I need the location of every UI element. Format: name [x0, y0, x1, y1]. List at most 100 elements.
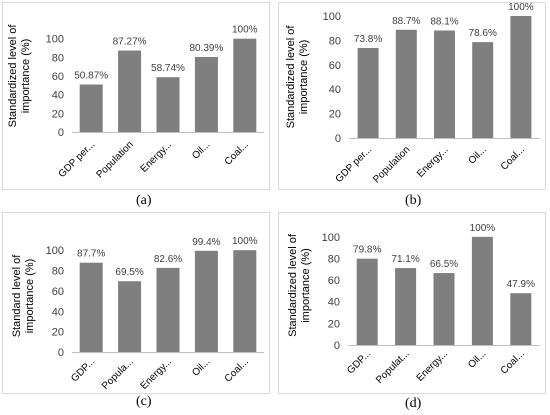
- chart-panel-a: 0 20 40 60 80 100 Standardized level ofimporta…: [2, 2, 270, 190]
- chart-d-frame: [278, 212, 546, 394]
- y-axis-label: Standard level ofimportance (%): [11, 254, 36, 337]
- chart-b-frame: [278, 2, 546, 190]
- data-label: 47.9%: [507, 279, 535, 290]
- y-tick-label: 0: [58, 127, 64, 139]
- y-tick-label: 100: [46, 34, 64, 46]
- data-label: 58.74%: [151, 63, 185, 74]
- category-label: GDP per...: [334, 144, 375, 185]
- y-tick-label: 80: [328, 253, 340, 265]
- data-label: 66.5%: [430, 259, 458, 270]
- chart-panel-d: 0 20 40 60 80 100 Standardized level ofimporta…: [278, 212, 546, 394]
- bar-d-2: [395, 268, 417, 345]
- data-label: 100%: [232, 25, 258, 36]
- category-label: Oil...: [466, 348, 488, 370]
- category-label: Energy...: [415, 144, 451, 180]
- bar-c-5: [233, 250, 257, 352]
- y-tick-label: 100: [323, 11, 341, 23]
- bar-c-3: [156, 267, 180, 352]
- bar-a-5: [233, 38, 257, 132]
- y-axis-label: Standardized level ofimportance (%): [285, 25, 310, 129]
- caption-b: (b): [405, 193, 422, 208]
- category-label: Coal...: [223, 139, 251, 167]
- y-tick-label: 0: [58, 347, 64, 359]
- data-label: 79.8%: [353, 245, 381, 256]
- data-label: 69.5%: [115, 267, 143, 278]
- chart-c-svg: 0 20 40 60 80 100 Standard level ofimportance …: [2, 212, 270, 394]
- y-tick-label: 0: [335, 133, 341, 145]
- y-tick-label: 40: [329, 84, 341, 96]
- caption-a: (a): [136, 193, 152, 208]
- y-tick-label: 20: [52, 108, 64, 120]
- chart-d-svg: 0 20 40 60 80 100 Standardized level ofimporta…: [278, 212, 546, 394]
- data-label: 88.1%: [430, 17, 458, 28]
- bar-a-4: [194, 56, 218, 133]
- bar-b-1: [357, 47, 379, 138]
- data-label: 80.39%: [189, 43, 223, 54]
- y-tick-label: 60: [328, 275, 340, 287]
- bar-b-2: [395, 29, 417, 139]
- category-label: Oil...: [190, 356, 212, 378]
- chart-a-frame: [2, 2, 270, 190]
- chart-c-frame: [2, 212, 270, 394]
- data-label: 87.27%: [113, 37, 147, 48]
- bar-c-4: [194, 250, 218, 352]
- bar-d-4: [471, 236, 493, 345]
- y-tick-label: 40: [52, 90, 64, 102]
- y-tick-label: 60: [52, 71, 64, 83]
- data-label: 100%: [470, 223, 496, 234]
- data-label: 87.7%: [77, 249, 105, 260]
- chart-panel-c: 0 20 40 60 80 100 Standard level ofimportance …: [2, 212, 270, 394]
- y-tick-label: 40: [52, 306, 64, 318]
- y-tick-label: 100: [46, 245, 64, 257]
- category-label: Populat...: [374, 348, 412, 386]
- y-tick-label: 100: [322, 232, 340, 244]
- bar-a-3: [156, 77, 180, 132]
- category-label: GDP per...: [57, 139, 98, 180]
- y-tick-label: 40: [328, 297, 340, 309]
- category-label: Popula...: [100, 356, 136, 392]
- data-label: 100%: [232, 236, 258, 247]
- chart-a-svg: 0 20 40 60 80 100 Standardized level ofimporta…: [2, 2, 270, 190]
- y-tick-label: 60: [52, 286, 64, 298]
- data-label: 50.87%: [74, 71, 108, 82]
- category-label: Population: [371, 144, 412, 185]
- y-tick-label: 80: [52, 266, 64, 278]
- bar-b-4: [472, 42, 494, 138]
- y-tick-label: 80: [329, 35, 341, 47]
- category-label: Population: [95, 139, 136, 180]
- data-label: 88.7%: [392, 16, 420, 27]
- bar-c-2: [118, 281, 142, 352]
- category-label: Energy...: [139, 139, 175, 175]
- category-label: Oil...: [190, 139, 212, 161]
- chart-b-svg: 0 20 40 60 80 100 Standardized level ofimporta…: [278, 2, 546, 190]
- category-label: GDP...: [69, 356, 97, 384]
- y-tick-label: 20: [328, 318, 340, 330]
- category-label: Coal...: [499, 348, 527, 376]
- data-label: 82.6%: [154, 254, 182, 265]
- category-label: GDP...: [345, 348, 373, 376]
- bar-d-5: [510, 293, 532, 345]
- caption-c: (c): [136, 394, 152, 409]
- bar-b-3: [434, 30, 455, 139]
- y-axis-label: Standardized level ofimportance (%): [7, 24, 32, 128]
- chart-panel-b: 0 20 40 60 80 100 Standardized level ofimporta…: [278, 2, 546, 190]
- caption-d: (d): [405, 396, 422, 411]
- bar-a-2: [118, 50, 142, 132]
- data-label: 78.6%: [469, 28, 497, 39]
- y-tick-label: 20: [329, 109, 341, 121]
- data-label: 73.8%: [354, 34, 382, 45]
- y-tick-label: 20: [52, 327, 64, 339]
- category-label: Oil...: [467, 144, 489, 166]
- bar-c-1: [79, 262, 103, 352]
- y-tick-label: 0: [334, 340, 340, 352]
- bar-d-3: [433, 273, 455, 345]
- category-label: Coal...: [223, 356, 251, 384]
- y-tick-label: 80: [52, 52, 64, 64]
- bar-b-5: [510, 16, 532, 138]
- y-tick-label: 60: [329, 60, 341, 72]
- y-axis-label: Standardized level ofimportance (%): [287, 233, 312, 337]
- bar-d-1: [356, 258, 378, 345]
- category-label: Coal...: [499, 144, 527, 172]
- data-label: 100%: [508, 2, 534, 13]
- data-label: 99.4%: [192, 237, 220, 248]
